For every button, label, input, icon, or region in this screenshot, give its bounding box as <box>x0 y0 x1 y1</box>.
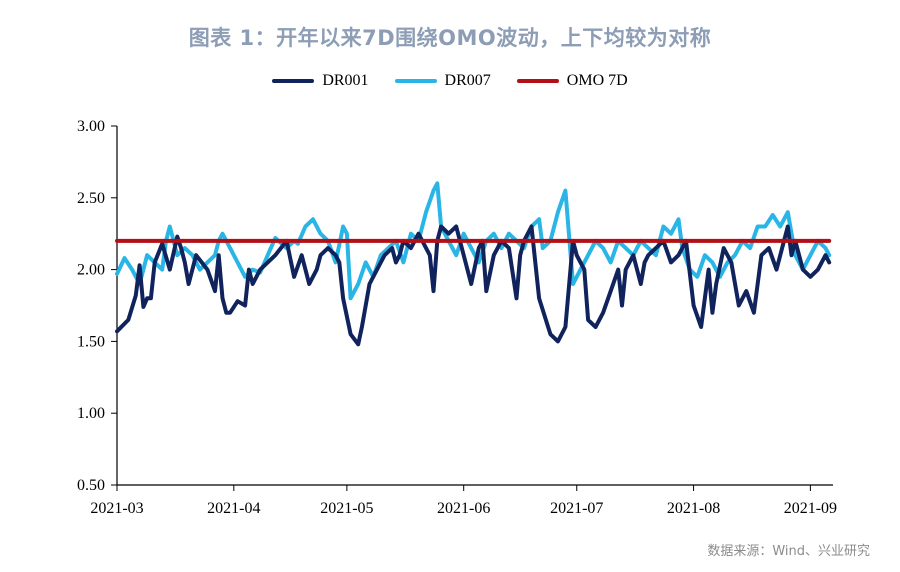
x-tick-label: 2021-09 <box>784 500 837 517</box>
y-tick-label: 0.50 <box>77 477 105 494</box>
series-line-dr001 <box>115 224 832 347</box>
legend-swatch-dr007 <box>394 79 437 83</box>
legend-label-dr007: DR007 <box>444 72 491 89</box>
legend: DR001 DR007 OMO 7D <box>0 72 900 90</box>
legend-item-omo7d: OMO 7D <box>516 72 628 90</box>
chart-title: 图表 1：开年以来7D围绕OMO波动，上下均较为对称 <box>188 26 712 50</box>
legend-swatch-omo7d <box>516 79 559 83</box>
x-tick-label: 2021-08 <box>667 500 720 517</box>
x-tick-label: 2021-07 <box>550 500 603 517</box>
legend-item-dr007: DR007 <box>394 72 491 90</box>
y-tick-label: 1.00 <box>77 405 105 422</box>
x-tick-label: 2021-06 <box>437 500 490 517</box>
legend-item-dr001: DR001 <box>272 72 369 90</box>
x-tick-label: 2021-03 <box>90 500 143 517</box>
y-tick-label: 2.00 <box>77 262 105 279</box>
y-tick-label: 2.50 <box>77 190 105 207</box>
y-tick-label: 3.00 <box>77 118 105 135</box>
legend-swatch-dr001 <box>272 79 315 83</box>
legend-label-dr001: DR001 <box>322 72 369 89</box>
y-tick-label: 1.50 <box>77 333 105 350</box>
x-tick-label: 2021-05 <box>320 500 373 517</box>
source-note: 数据来源：Wind、兴业研究 <box>707 544 870 559</box>
legend-label-omo7d: OMO 7D <box>566 72 628 89</box>
x-tick-label: 2021-04 <box>207 500 260 517</box>
